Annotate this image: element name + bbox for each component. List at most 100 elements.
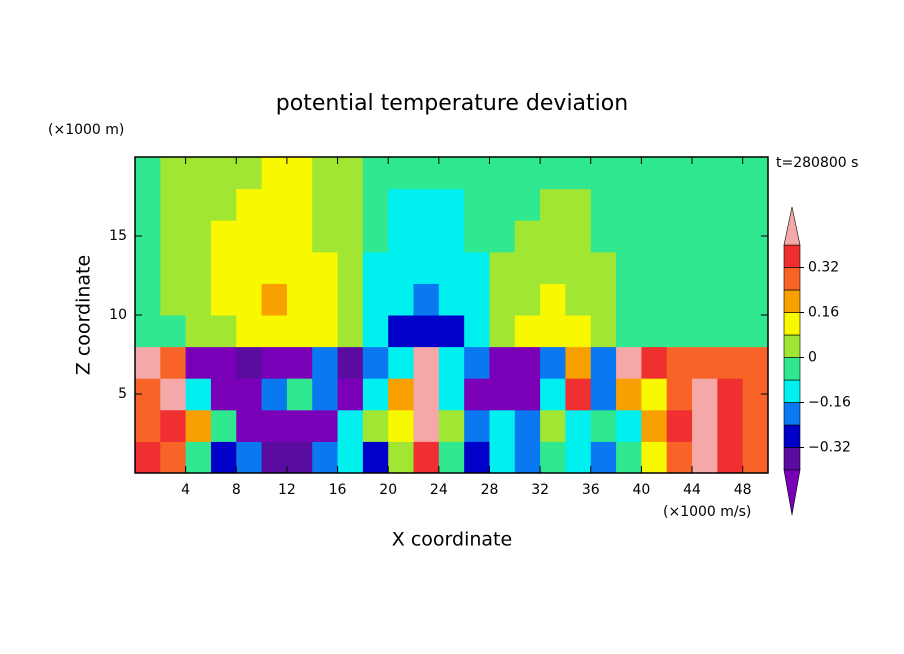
contour-cell — [261, 157, 288, 190]
contour-cell — [337, 315, 364, 348]
contour-cell — [641, 283, 668, 316]
colorbar-segment — [783, 379, 801, 403]
contour-cell — [540, 251, 566, 284]
contour-cell — [210, 157, 237, 190]
contour-cell — [286, 441, 313, 474]
colorbar-segment — [783, 447, 801, 471]
contour-cell — [616, 409, 642, 442]
contour-cell — [160, 315, 187, 348]
contour-cell — [210, 188, 237, 221]
contour-cell — [717, 283, 744, 316]
contour-cell — [464, 188, 490, 221]
contour-cell — [286, 315, 313, 348]
contour-cell — [616, 315, 642, 348]
x-unit-label: (×1000 m/s) — [663, 504, 751, 520]
colorbar-segment — [783, 289, 801, 313]
contour-cell — [388, 315, 415, 348]
contour-cell — [438, 378, 465, 411]
x-tick-label: 12 — [278, 482, 296, 498]
contour-cell — [590, 441, 617, 474]
contour-cell — [590, 157, 617, 190]
contour-cell — [641, 441, 668, 474]
contour-cell — [185, 378, 212, 411]
contour-cell — [388, 188, 415, 221]
contour-cell — [489, 378, 516, 411]
contour-cell — [210, 441, 237, 474]
contour-cell — [464, 220, 490, 253]
contour-cell — [514, 409, 541, 442]
y-unit-label: (×1000 m) — [48, 122, 124, 138]
contour-cell — [514, 441, 541, 474]
contour-cell — [185, 251, 212, 284]
contour-cell — [666, 441, 693, 474]
contour-cell — [362, 251, 389, 284]
contour-cell — [616, 283, 642, 316]
x-tick-label: 32 — [531, 482, 549, 498]
contour-cell — [590, 220, 617, 253]
contour-cell — [616, 346, 642, 379]
contour-cell — [286, 409, 313, 442]
contour-cell — [236, 188, 263, 221]
colorbar-segment — [783, 424, 801, 448]
contour-cell — [438, 315, 465, 348]
contour-cell — [717, 378, 744, 411]
colorbar-extend-max — [783, 206, 801, 246]
contour-cell — [489, 283, 516, 316]
contour-cell — [236, 378, 263, 411]
contour-cell — [362, 346, 389, 379]
contour-cell — [742, 251, 769, 284]
contour-cell — [717, 441, 744, 474]
contour-cell — [616, 157, 642, 190]
contour-cell — [388, 346, 415, 379]
contour-cell — [464, 409, 490, 442]
contour-cell — [261, 378, 288, 411]
colorbar-segment — [783, 402, 801, 426]
colorbar-tick-label: 0.16 — [808, 305, 839, 321]
contour-cell — [692, 220, 718, 253]
contour-cell — [312, 220, 339, 253]
contour-cell — [641, 315, 668, 348]
contour-cell — [261, 220, 288, 253]
contour-cell — [185, 409, 212, 442]
contour-cell — [565, 409, 592, 442]
contour-cell — [286, 220, 313, 253]
contour-cell — [438, 188, 465, 221]
contour-cell — [641, 220, 668, 253]
contour-cell — [413, 220, 440, 253]
contour-cell — [160, 283, 187, 316]
contour-cell — [337, 283, 364, 316]
contour-cell — [565, 157, 592, 190]
contour-cell — [210, 220, 237, 253]
contour-cell — [514, 346, 541, 379]
contour-cell — [135, 441, 161, 474]
contour-cell — [185, 283, 212, 316]
y-tick-label: 5 — [118, 386, 127, 402]
contour-cell — [312, 251, 339, 284]
contour-field — [135, 157, 769, 474]
x-tick-label: 28 — [481, 482, 499, 498]
contour-cell — [641, 378, 668, 411]
contour-cell — [742, 315, 769, 348]
contour-cell — [286, 188, 313, 221]
contour-cell — [540, 346, 566, 379]
contour-cell — [590, 378, 617, 411]
contour-cell — [489, 315, 516, 348]
contour-cell — [565, 315, 592, 348]
contour-cell — [590, 188, 617, 221]
contour-cell — [261, 283, 288, 316]
contour-cell — [540, 315, 566, 348]
contour-cell — [514, 315, 541, 348]
contour-cell — [261, 441, 288, 474]
contour-cell — [565, 251, 592, 284]
colorbar-tick-label: −0.16 — [808, 395, 851, 411]
contour-cell — [742, 157, 769, 190]
contour-cell — [464, 378, 490, 411]
contour-cell — [616, 188, 642, 221]
contour-cell — [590, 409, 617, 442]
contour-cell — [666, 251, 693, 284]
contour-cell — [540, 220, 566, 253]
contour-cell — [135, 251, 161, 284]
contour-cell — [362, 157, 389, 190]
x-tick-label: 24 — [430, 482, 448, 498]
contour-cell — [565, 378, 592, 411]
